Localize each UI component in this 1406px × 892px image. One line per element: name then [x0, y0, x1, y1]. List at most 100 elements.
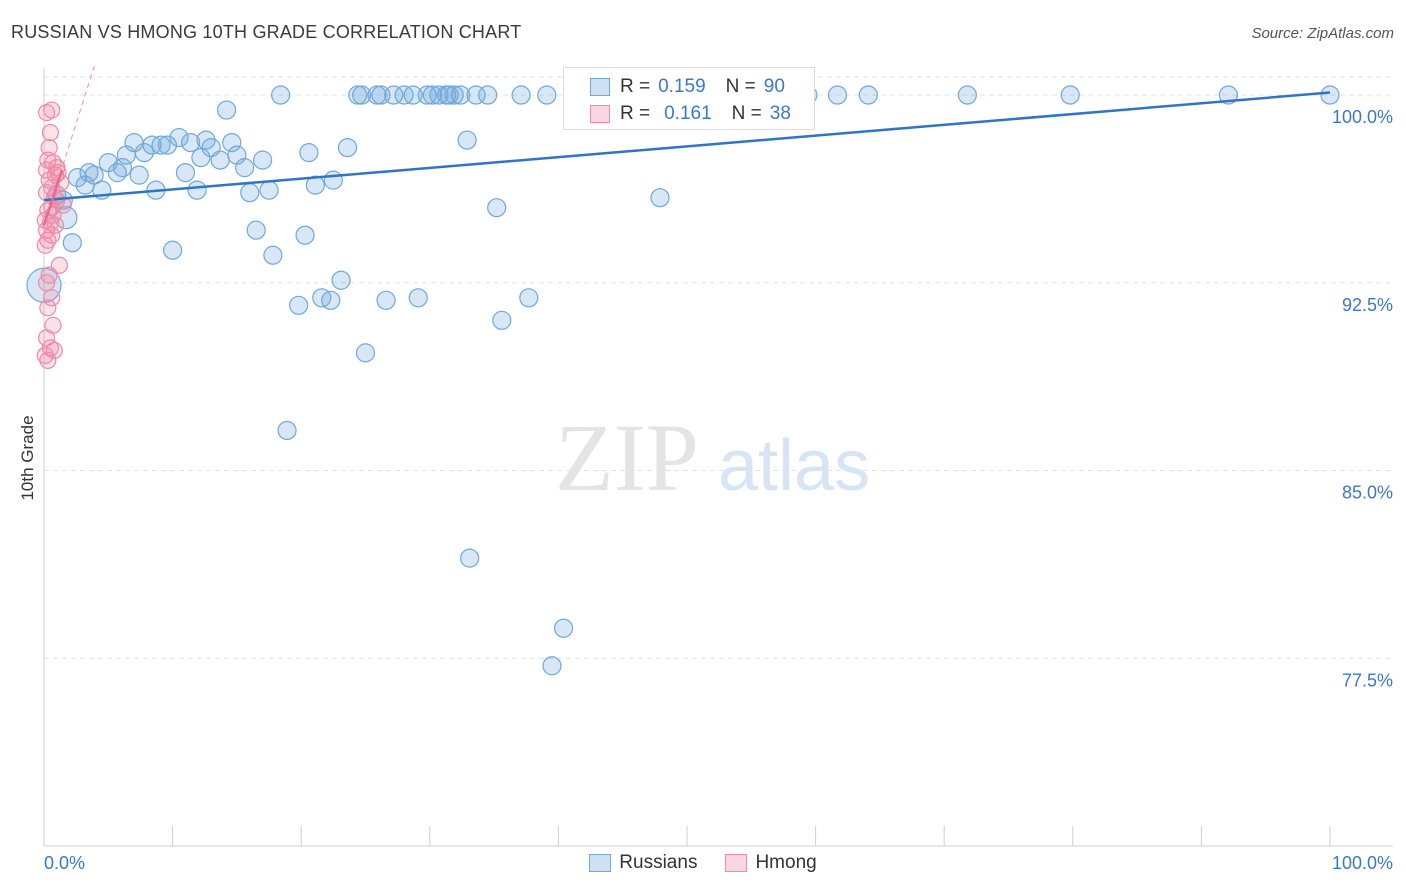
point-russians	[217, 100, 237, 120]
point-russians	[352, 85, 372, 105]
chart-title: RUSSIAN VS HMONG 10TH GRADE CORRELATION …	[11, 22, 522, 42]
x-tick-label: 100.0%	[1332, 853, 1393, 873]
point-russians	[169, 127, 189, 148]
x-tick-label: 0.0%	[44, 853, 85, 873]
point-russians	[263, 245, 283, 265]
point-russians	[466, 85, 486, 105]
trendline-russians	[43, 91, 1331, 202]
point-hmong	[39, 351, 57, 369]
point-russians	[537, 85, 557, 105]
point-hmong	[39, 231, 57, 249]
point-russians	[191, 148, 211, 168]
point-russians	[210, 150, 230, 170]
point-hmong	[48, 159, 66, 177]
point-hmong	[36, 236, 54, 254]
point-hmong	[39, 299, 57, 317]
point-russians	[444, 85, 464, 105]
point-hmong	[41, 123, 60, 142]
point-russians	[337, 138, 358, 158]
point-russians	[129, 165, 149, 185]
point-russians	[403, 85, 423, 105]
point-russians	[451, 85, 471, 105]
point-russians	[246, 220, 266, 240]
point-russians	[305, 175, 325, 195]
y-tick-label: 92.5%	[1342, 295, 1393, 315]
point-russians	[957, 85, 977, 105]
point-hmong	[43, 289, 61, 307]
point-russians	[487, 198, 507, 218]
y-tick-label: 100.0%	[1332, 107, 1393, 127]
point-russians	[519, 288, 539, 308]
point-hmong	[50, 256, 69, 274]
point-russians	[240, 183, 260, 203]
point-russians	[181, 132, 201, 153]
stats-n-value: 38	[769, 103, 791, 124]
point-hmong	[37, 329, 56, 347]
point-russians	[422, 85, 442, 105]
point-russians	[222, 132, 242, 153]
point-russians	[384, 85, 404, 105]
watermark-zip: ZIP	[555, 404, 699, 511]
stats-r-label: R =	[620, 76, 651, 97]
stats-n-value: 90	[763, 76, 785, 97]
point-russians	[331, 270, 351, 290]
legend-label-russians: Russians	[619, 852, 698, 873]
stats-row-russians: R = 0.159 N = 90	[564, 73, 816, 101]
point-hmong	[46, 216, 65, 234]
point-russians	[511, 85, 531, 105]
point-russians	[457, 130, 477, 150]
point-russians	[478, 85, 498, 105]
stats-n-label: N =	[725, 76, 756, 97]
point-hmong	[43, 101, 61, 119]
point-russians	[827, 85, 848, 105]
point-russians	[157, 135, 178, 155]
point-russians	[295, 225, 315, 245]
point-russians	[1320, 85, 1340, 105]
point-russians	[323, 170, 343, 190]
stats-r-value: 0.161	[664, 103, 712, 124]
point-russians	[408, 288, 428, 308]
legend-swatch-russians	[589, 854, 612, 872]
point-russians	[175, 163, 196, 183]
stats-box: R = 0.159 N = 90 R = 0.161 N = 38	[563, 67, 815, 130]
point-russians	[259, 180, 279, 200]
stats-n-label: N =	[731, 103, 762, 124]
point-russians	[650, 188, 670, 208]
point-russians	[151, 135, 171, 155]
legend-item-hmong[interactable]: Hmong	[725, 852, 817, 874]
stats-row-hmong: R = 0.161 N = 38	[564, 100, 816, 128]
point-russians	[1060, 85, 1080, 105]
point-russians	[439, 85, 459, 105]
point-russians	[163, 240, 183, 260]
point-russians	[460, 548, 480, 568]
point-hmong	[45, 341, 63, 359]
point-russians	[553, 618, 574, 638]
point-russians	[112, 158, 133, 178]
trendline-hmong	[42, 169, 64, 226]
point-russians	[134, 143, 154, 163]
source-label: Source: ZipAtlas.com	[1251, 25, 1394, 42]
point-russians	[84, 165, 104, 185]
y-tick-label: 77.5%	[1342, 670, 1393, 690]
legend: Russians Hmong	[0, 852, 1406, 874]
point-russians	[429, 85, 449, 105]
point-russians	[542, 656, 562, 676]
point-russians	[79, 163, 99, 183]
point-russians	[289, 295, 309, 315]
point-russians	[376, 290, 396, 310]
y-tick-label: 85.0%	[1342, 483, 1393, 503]
point-hmong	[37, 274, 56, 292]
y-axis-label: 10th Grade	[18, 415, 37, 500]
point-russians	[858, 85, 878, 105]
stats-r-value: 0.159	[658, 76, 706, 97]
point-russians	[67, 168, 88, 188]
point-russians	[355, 343, 376, 363]
legend-item-russians[interactable]: Russians	[589, 852, 697, 874]
point-hmong	[36, 346, 54, 364]
point-russians	[271, 85, 291, 105]
point-russians	[253, 150, 273, 170]
legend-label-hmong: Hmong	[755, 852, 817, 873]
point-russians	[62, 233, 82, 253]
point-russians	[299, 143, 319, 163]
watermark-atlas: atlas	[718, 426, 870, 506]
